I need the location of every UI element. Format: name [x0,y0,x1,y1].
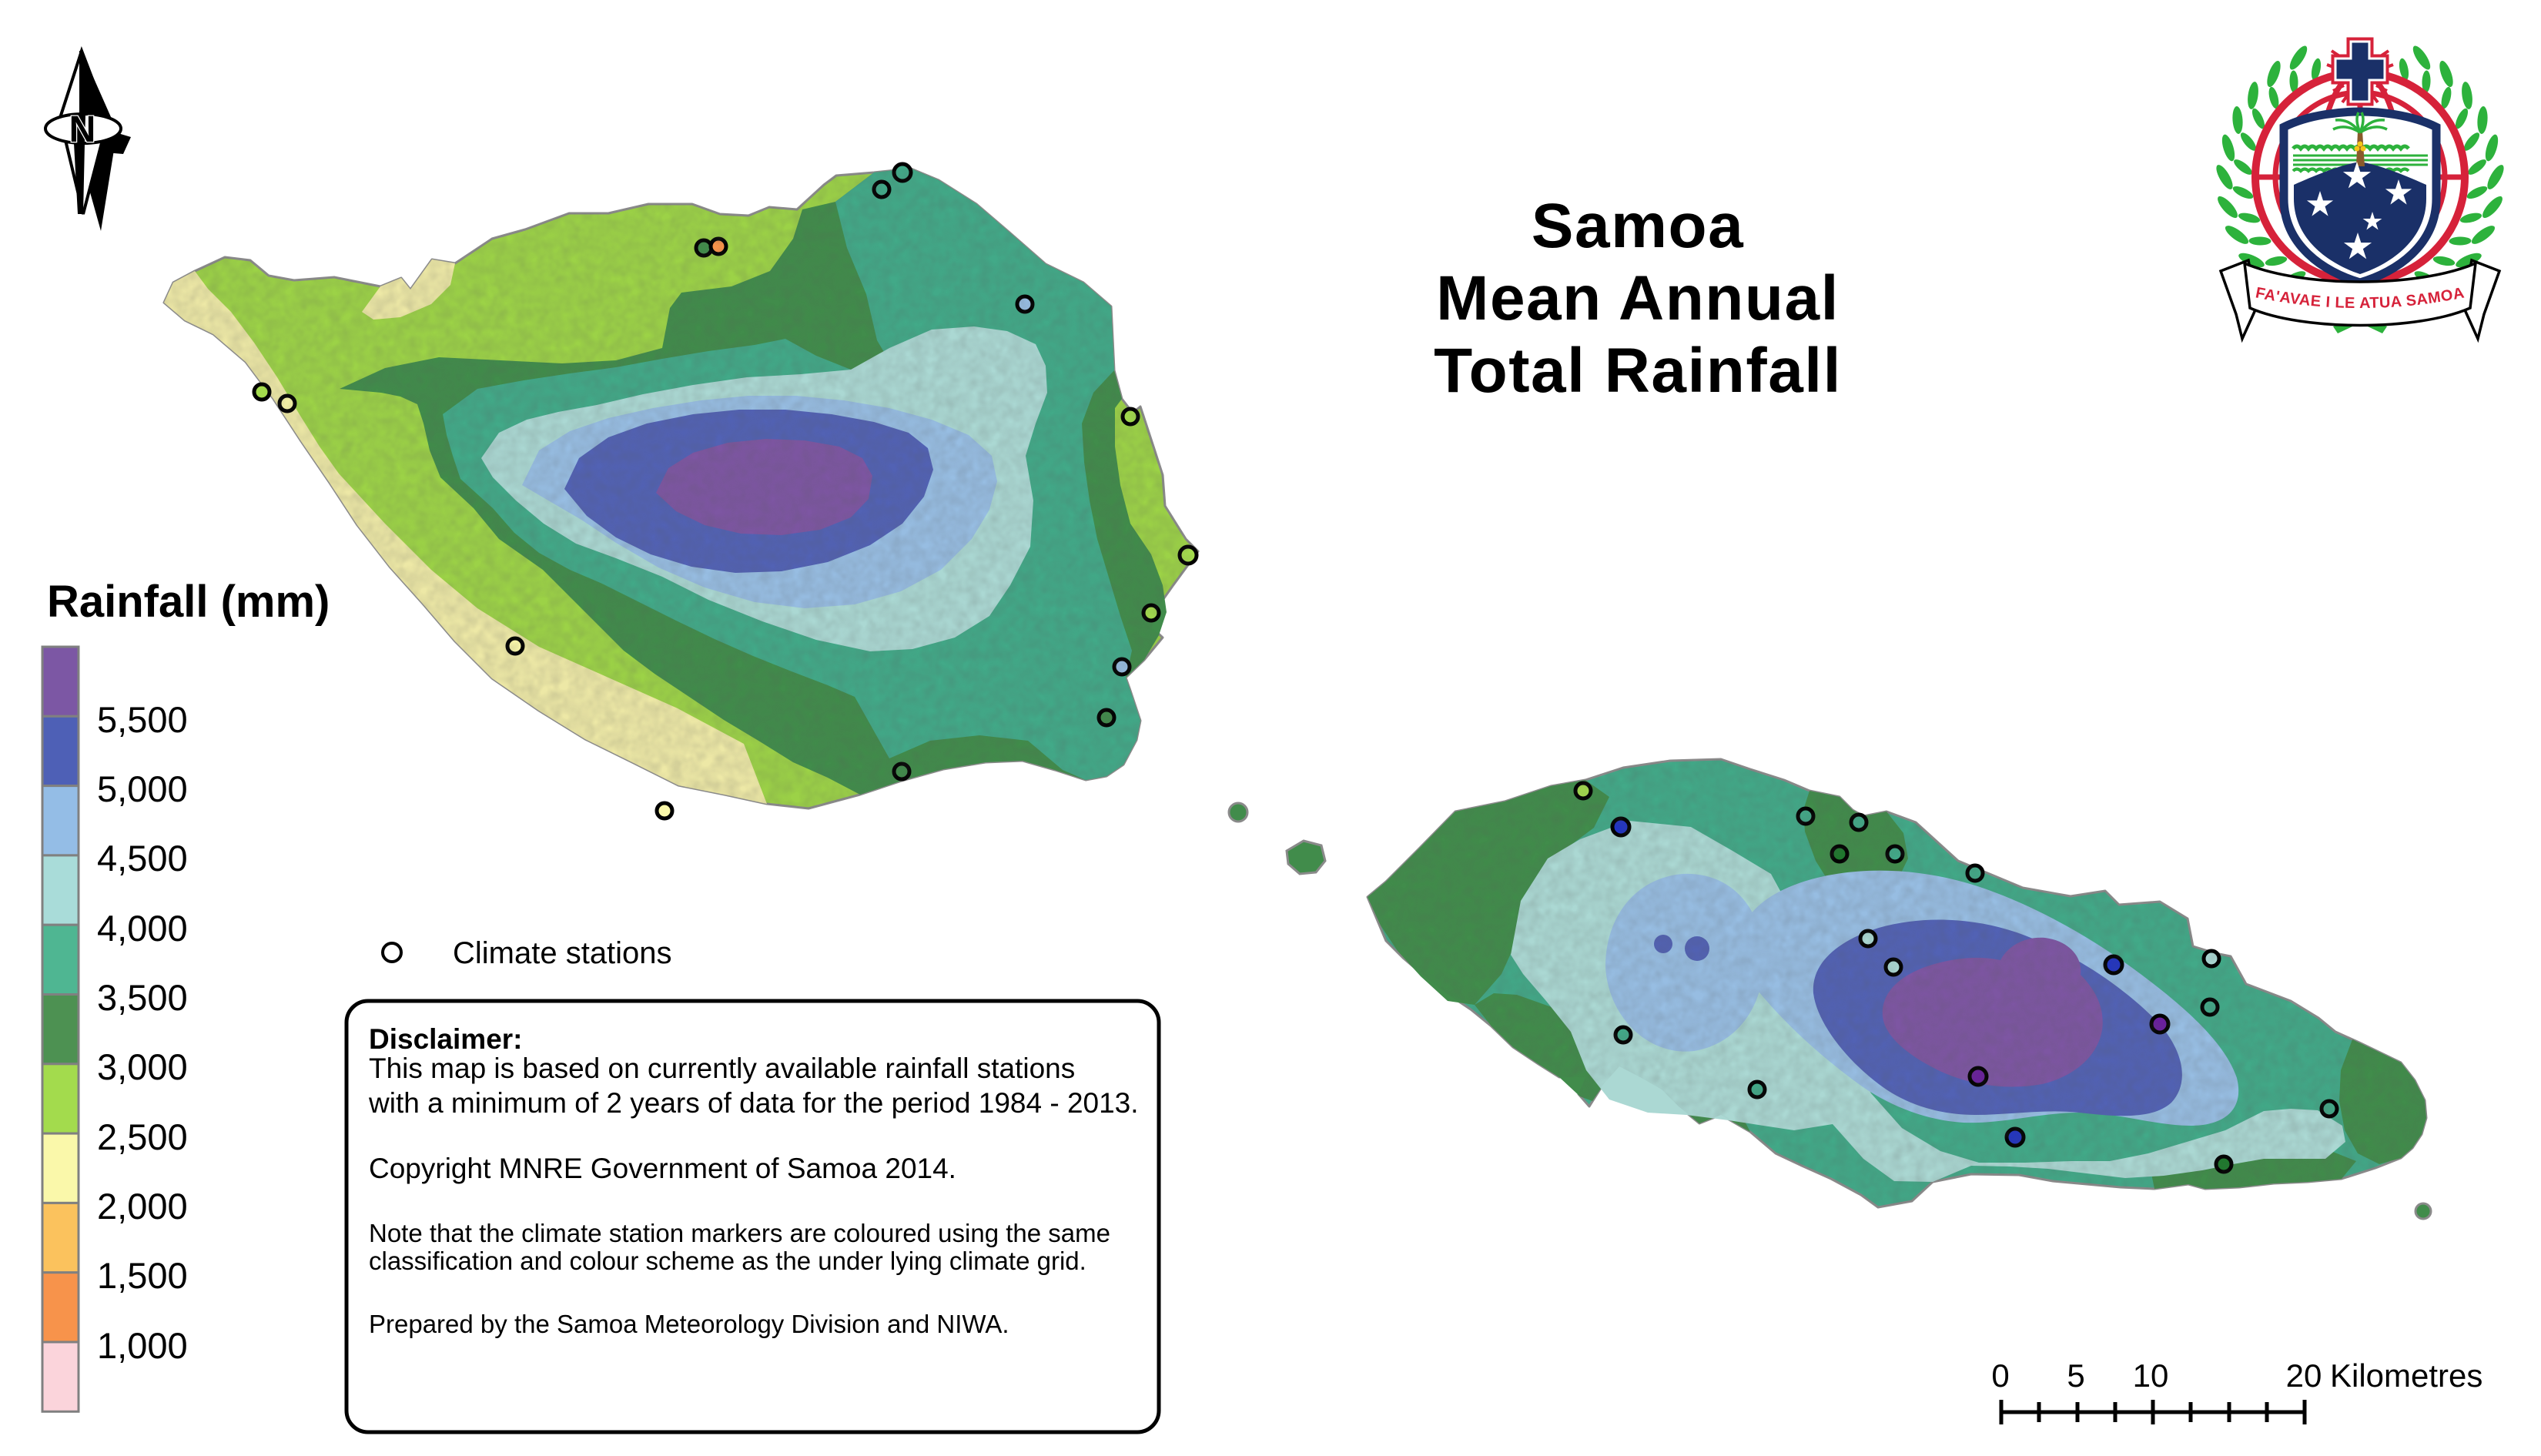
svg-text:Climate stations: Climate stations [453,936,672,970]
svg-text:3,000: 3,000 [97,1046,188,1087]
svg-text:20: 20 [2286,1357,2322,1394]
svg-text:Mean Annual: Mean Annual [1436,263,1840,333]
svg-text:2,500: 2,500 [97,1116,188,1157]
svg-text:Total Rainfall: Total Rainfall [1434,336,1842,406]
svg-text:Kilometres: Kilometres [2330,1357,2482,1394]
svg-text:Copyright MNRE Government of S: Copyright MNRE Government of Samoa 2014. [369,1153,956,1184]
svg-text:1,500: 1,500 [97,1255,188,1296]
svg-text:5,000: 5,000 [97,768,188,809]
svg-text:Disclaimer:: Disclaimer: [369,1023,523,1055]
svg-text:Prepared by the Samoa Meteorol: Prepared by the Samoa Meteorology Divisi… [369,1310,1009,1338]
svg-text:This map is based on currently: This map is based on currently available… [369,1053,1075,1084]
svg-text:2,000: 2,000 [97,1186,188,1227]
svg-text:3,500: 3,500 [97,977,188,1018]
svg-text:1,000: 1,000 [97,1325,188,1366]
svg-text:Note that the climate station: Note that the climate station markers ar… [369,1219,1110,1247]
svg-text:Rainfall (mm): Rainfall (mm) [47,577,330,627]
svg-text:10: 10 [2133,1357,2169,1394]
svg-text:N: N [69,109,96,150]
svg-text:0: 0 [1991,1357,2009,1394]
svg-text:4,500: 4,500 [97,838,188,879]
svg-text:Samoa: Samoa [1532,191,1744,261]
svg-text:with a minimum of 2 years of d: with a minimum of 2 years of data for th… [368,1087,1139,1119]
svg-text:4,000: 4,000 [97,908,188,949]
svg-text:classification and colour sche: classification and colour scheme as the … [369,1247,1086,1275]
svg-text:5: 5 [2067,1357,2084,1394]
svg-text:5,500: 5,500 [97,699,188,740]
